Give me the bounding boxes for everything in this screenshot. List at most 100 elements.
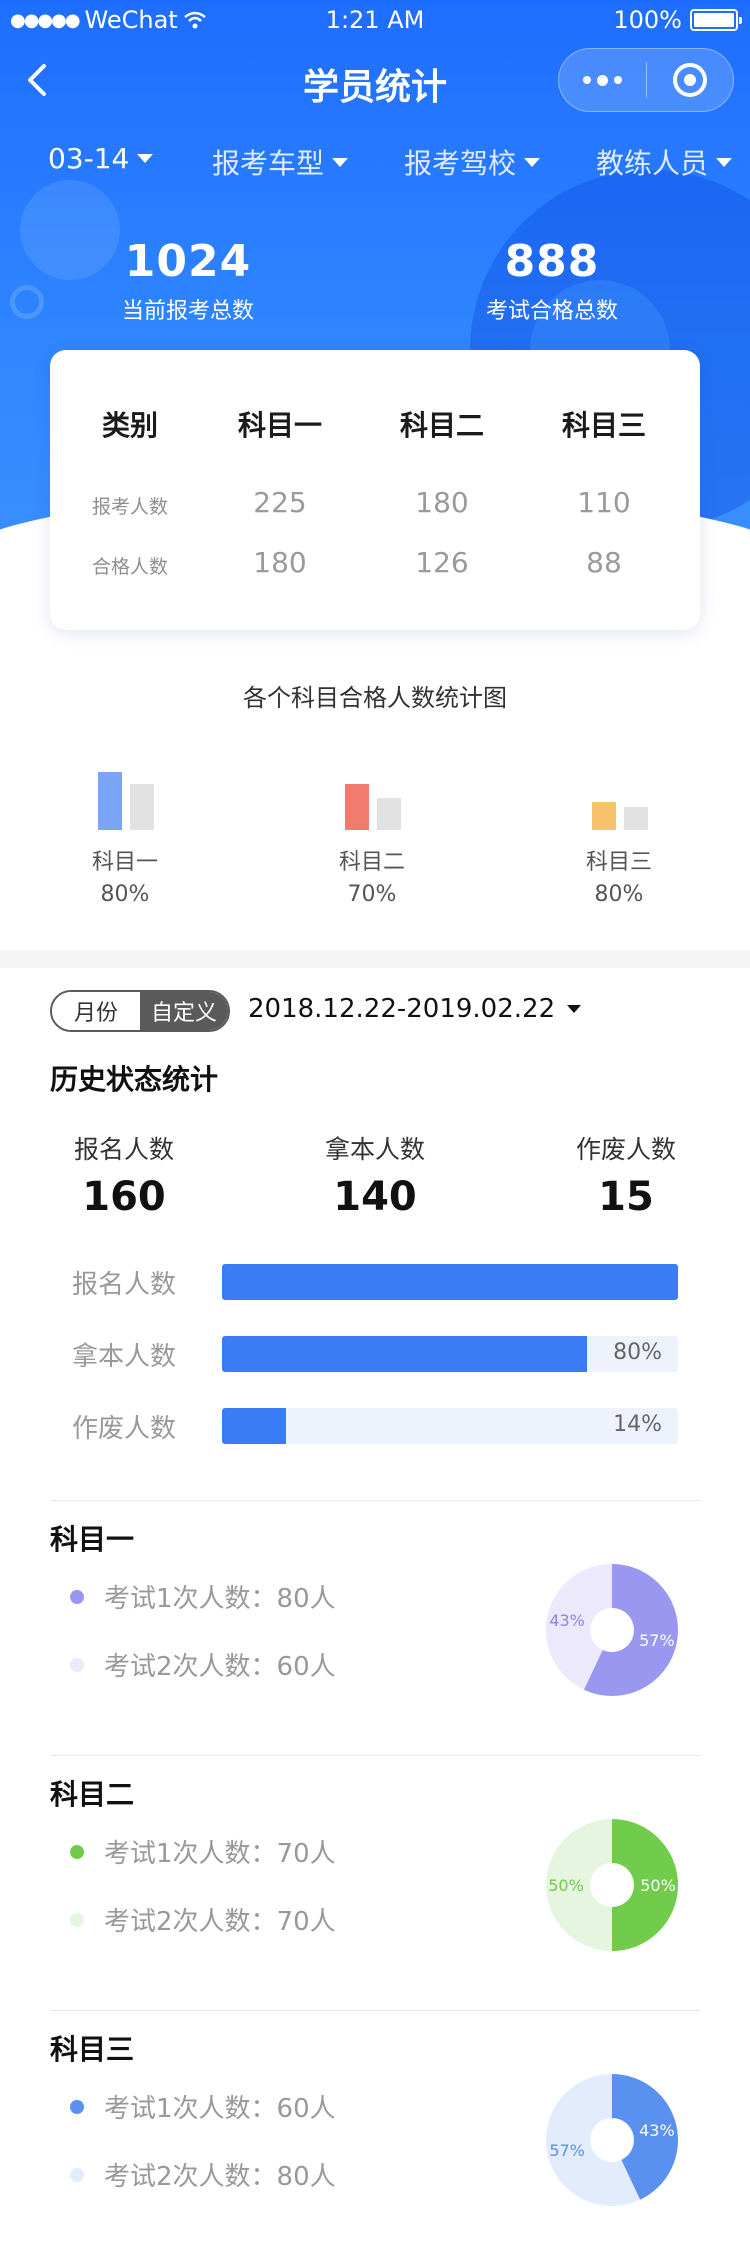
total-registered-value: 1024 [124,236,252,287]
progress-fill [222,1264,678,1300]
stat-label: 报名人数 [73,1135,174,1164]
progress-track: 80% [222,1336,678,1372]
legend-item: 考试1次人数：70人 [70,1833,336,1870]
chart-title: 各个科目合格人数统计图 [243,684,507,712]
chart-category-label: 科目一 [91,850,158,875]
table-row: 合格人数 180 126 88 [50,546,700,586]
divider [50,2010,700,2011]
table-row-label: 合格人数 [91,556,168,578]
legend-item: 考试2次人数：70人 [70,1901,336,1938]
total-registered-label: 当前报考总数 [121,299,254,324]
progress-percent: 80% [613,1340,662,1365]
period-segmented-control: 月份 自定义 [50,990,230,1032]
legend-item: 考试2次人数：60人 [70,1646,336,1683]
progress-row-registered: 报名人数 [50,1262,700,1302]
legend-dot-icon [70,1589,84,1604]
legend-dot-icon [70,1912,84,1927]
carrier-label: WeChat [84,6,178,34]
history-section-title: 历史状态统计 [50,1063,219,1096]
chart-bars [50,760,200,830]
filter-car-type[interactable]: 报考车型 [212,142,349,182]
battery-icon [690,9,742,31]
subject-breakdown: 科目二 考试1次人数：70人 考试2次人数：70人 50% 50% [0,1763,750,2013]
battery-percent: 100% [613,6,682,34]
caret-down-icon [716,157,733,167]
subject-breakdown: 科目三 考试1次人数：60人 考试2次人数：80人 43% 57% [0,2018,750,2266]
table-header-row: 类别 科目一 科目二 科目三 [50,404,700,444]
bar-passed [377,797,401,830]
total-registered: 1024 当前报考总数 [38,236,338,325]
progress-fill [222,1336,587,1372]
progress-row-licensed: 拿本人数 80% [50,1334,700,1374]
legend-label: 考试1次人数：70人 [104,1839,336,1869]
filter-bar: 03-14 报考车型 报考驾校 教练人员 [0,136,750,186]
donut-slice-second-attempt [546,1819,612,1951]
caret-down-icon [137,154,154,163]
caret-down-icon [332,157,349,167]
chart-category-group: 科目三 80% [544,760,694,920]
back-arrow-icon[interactable] [18,60,58,100]
date-range-picker[interactable]: 2018.12.22-2019.02.22 [248,994,582,1024]
chart-bars [297,760,447,830]
table-header-cell: 科目三 [561,409,646,442]
donut-hole [590,2118,634,2162]
legend-dot-icon [70,2099,84,2114]
chart-category-label: 科目三 [585,850,652,875]
donut-hole [590,1608,634,1652]
legend-dot-icon [70,1844,84,1859]
stat-value: 140 [333,1174,417,1220]
table-row-label: 报考人数 [91,496,168,518]
filter-school[interactable]: 报考驾校 [404,142,541,182]
table-cell: 180 [415,486,469,519]
progress-label: 作废人数 [72,1414,177,1444]
close-miniprogram-icon[interactable] [647,48,734,112]
donut-slice-first-attempt [612,2074,678,2200]
chart-category-label: 科目二 [338,850,405,875]
subject-title: 科目二 [50,1778,135,1811]
chart-percent-label: 80% [100,882,150,907]
bar-registered [592,801,616,830]
donut-percent-label: 43% [639,2121,675,2140]
subject-breakdown: 科目一 考试1次人数：80人 考试2次人数：60人 57% 43% [0,1508,750,1758]
chart-bars [544,760,694,830]
date-range-label: 2018.12.22-2019.02.22 [248,994,556,1024]
table-cell: 225 [253,486,307,519]
filter-car-type-label: 报考车型 [212,147,325,180]
legend-item: 考试2次人数：80人 [70,2156,336,2193]
donut-chart: 50% 50% [546,1819,678,1951]
progress-label: 拿本人数 [72,1342,177,1372]
divider [50,1500,700,1501]
summary-table-card: 类别 科目一 科目二 科目三 报考人数 225 180 110 合格人数 180… [50,350,700,630]
legend-dot-icon [70,2167,84,2182]
wifi-icon [183,11,206,29]
donut-chart: 43% 57% [546,2074,678,2206]
subject-title: 科目三 [50,2033,135,2066]
stat-voided: 作废人数 15 [526,1130,726,1220]
chart-category-group: 科目二 70% [297,760,447,920]
more-menu-icon[interactable] [559,48,646,112]
divider [50,1755,700,1756]
decor-ring [10,285,44,319]
segment-month[interactable]: 月份 [52,992,140,1030]
status-time: 1:21 AM [325,6,425,34]
navbar: 学员统计 [0,40,750,120]
progress-percent: 14% [613,1412,662,1437]
total-passed-label: 考试合格总数 [485,299,618,324]
progress-track [222,1264,678,1300]
filter-coach[interactable]: 教练人员 [596,142,733,182]
filter-date[interactable]: 03-14 [48,142,154,175]
table-cell: 180 [253,546,307,579]
subject-title: 科目一 [50,1523,135,1556]
segment-custom[interactable]: 自定义 [140,992,228,1030]
table-row: 报考人数 225 180 110 [50,486,700,526]
table-cell: 126 [415,546,469,579]
donut-chart: 57% 43% [546,1564,678,1696]
stat-value: 15 [598,1174,654,1220]
table-header-cell: 科目一 [237,409,322,442]
filter-coach-label: 教练人员 [596,147,709,180]
stat-label: 作废人数 [575,1135,676,1164]
legend-label: 考试2次人数：70人 [104,1907,336,1937]
donut-slice-second-attempt [546,1564,612,1690]
legend-item: 考试1次人数：80人 [70,1578,336,1615]
total-passed-value: 888 [504,236,600,287]
